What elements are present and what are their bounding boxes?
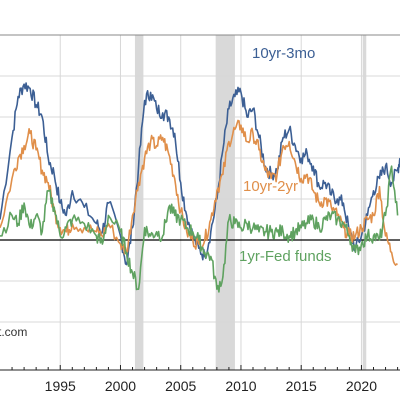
- x-tick-label: 2000: [105, 378, 136, 394]
- recession-band: [362, 35, 367, 370]
- x-axis: 1995 2000 2005 2010 2015 2020: [0, 365, 400, 394]
- recession-bands: [134, 35, 367, 370]
- series-line-3: [0, 165, 399, 293]
- series-label-10yr-3mo: 10yr-3mo: [252, 45, 315, 62]
- series-lines: [0, 82, 400, 293]
- x-tick-label: 2020: [346, 378, 377, 394]
- x-tick-label: 2015: [286, 378, 317, 394]
- source-watermark: t.com: [0, 325, 27, 339]
- x-tick-label: 2005: [165, 378, 196, 394]
- gridlines: [0, 34, 400, 370]
- recession-band: [215, 35, 235, 370]
- series-label-1yr-fed-funds: 1yr-Fed funds: [239, 248, 332, 265]
- series-line-1: [0, 82, 400, 266]
- x-tick-label: 2010: [225, 378, 256, 394]
- series-label-10yr-2yr: 10yr-2yr: [243, 178, 298, 195]
- x-tick-label: 1995: [45, 378, 76, 394]
- series-line-2: [0, 119, 399, 266]
- recession-band: [134, 35, 144, 370]
